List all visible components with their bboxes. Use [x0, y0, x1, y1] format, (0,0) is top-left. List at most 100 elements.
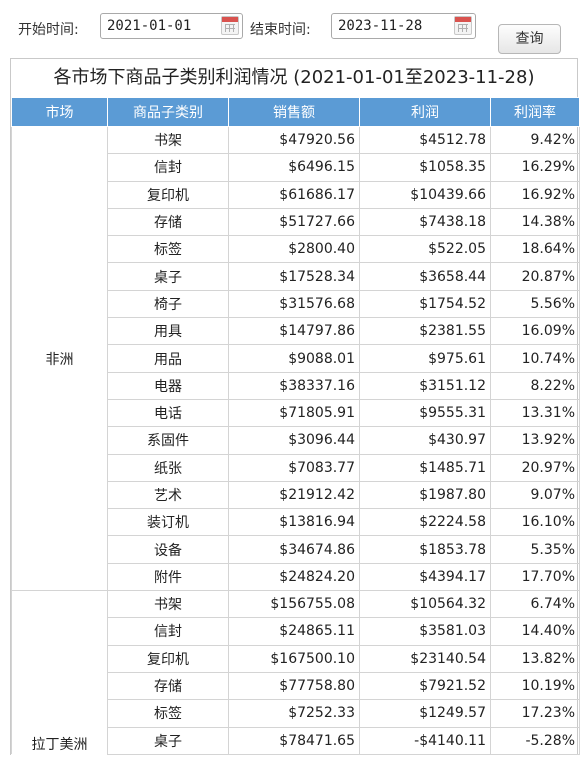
table-row: 信封 $6496.15 $1058.35 16.29% [12, 153, 580, 182]
profit-cell: $1754.52 [359, 289, 491, 319]
report-panel: 各市场下商品子类别利润情况 (2021-01-01至2023-11-28) 市场… [10, 58, 580, 755]
subcategory-cell: 复印机 [107, 644, 229, 673]
profit-cell: $430.97 [359, 426, 491, 455]
profit-table: 市场 商品子类别 销售额 利润 利润率 非洲 书架 $47920.56 $4512.7… [11, 97, 580, 755]
subcategory-cell: 椅子 [107, 289, 229, 319]
sales-cell: $77758.80 [228, 671, 360, 701]
profit-cell: $10564.32 [359, 590, 491, 619]
margin-cell: 10.74% [490, 344, 580, 373]
profit-cell: $3581.03 [359, 617, 491, 646]
header-subcategory[interactable]: 商品子类别 [107, 97, 229, 127]
header-profit[interactable]: 利润 [359, 97, 491, 127]
profit-cell: $1853.78 [359, 535, 491, 564]
table-row: 非洲 书架 $47920.56 $4512.78 9.42% [11, 125, 580, 591]
market-cell: 拉丁美洲 [11, 590, 108, 755]
subcategory-cell: 装订机 [107, 508, 229, 537]
table-header-row: 市场 商品子类别 销售额 利润 利润率 [11, 97, 580, 127]
margin-cell: 9.42% [490, 125, 580, 155]
subcategory-cell: 复印机 [107, 180, 229, 209]
calendar-icon[interactable] [221, 16, 239, 35]
subcategory-cell: 设备 [107, 535, 229, 564]
margin-cell: 13.31% [490, 398, 580, 428]
subcategory-cell: 纸张 [107, 453, 229, 482]
table-body: 非洲 书架 $47920.56 $4512.78 9.42% 信封 $6496.15 $105… [11, 125, 580, 755]
sales-cell: $6496.15 [228, 153, 360, 182]
subcategory-cell: 信封 [107, 153, 229, 182]
end-date-value: 2023-11-28 [338, 18, 423, 34]
table-row: 标签 $2800.40 $522.05 18.64% [12, 235, 580, 264]
subcategory-cell: 艺术 [107, 480, 229, 510]
table-row: 艺术 $21912.42 $1987.80 9.07% [12, 480, 580, 510]
table-row: 拉丁美洲 书架 $156755.08 $10564.32 6.74% [11, 590, 580, 755]
end-date-input[interactable]: 2023-11-28 [331, 13, 476, 39]
sales-cell: $31576.68 [228, 289, 360, 319]
sales-cell: $51727.66 [228, 207, 360, 237]
margin-cell: 16.09% [490, 317, 580, 346]
calendar-icon[interactable] [454, 16, 472, 35]
subcategory-cell: 桌子 [107, 726, 229, 755]
margin-cell: 16.92% [490, 180, 580, 209]
table-row: 标签 $7252.33 $1249.57 17.23% [12, 699, 580, 728]
margin-cell: 8.22% [490, 371, 580, 400]
header-sales[interactable]: 销售额 [228, 97, 360, 127]
sales-cell: $71805.91 [228, 398, 360, 428]
table-row: 复印机 $61686.17 $10439.66 16.92% [12, 180, 580, 209]
table-row: 存储 $77758.80 $7921.52 10.19% [12, 671, 580, 701]
profit-cell: $2381.55 [359, 317, 491, 346]
margin-cell: 14.38% [490, 207, 580, 237]
table-row: 桌子 $17528.34 $3658.44 20.87% [12, 262, 580, 291]
sales-cell: $7252.33 [228, 699, 360, 728]
profit-cell: $1058.35 [359, 153, 491, 182]
header-market[interactable]: 市场 [11, 97, 108, 127]
sales-cell: $17528.34 [228, 262, 360, 291]
table-row: 系固件 $3096.44 $430.97 13.92% [12, 426, 580, 455]
market-cell: 非洲 [11, 125, 108, 591]
profit-cell: $7438.18 [359, 207, 491, 237]
table-row: 用品 $9088.01 $975.61 10.74% [12, 344, 580, 373]
profit-cell: $3658.44 [359, 262, 491, 291]
subcategory-cell: 标签 [107, 235, 229, 264]
profit-cell: $2224.58 [359, 508, 491, 537]
profit-cell: -$4140.11 [359, 726, 491, 755]
table-row: 用具 $14797.86 $2381.55 16.09% [12, 317, 580, 346]
margin-cell: 18.64% [490, 235, 580, 264]
subcategory-cell: 系固件 [107, 426, 229, 455]
table-row: 电器 $38337.16 $3151.12 8.22% [12, 371, 580, 400]
sales-cell: $167500.10 [228, 644, 360, 673]
start-date-input[interactable]: 2021-01-01 [100, 13, 243, 39]
filter-toolbar: 开始时间: 2021-01-01 结束时间: 2023-11-28 查询 [0, 0, 583, 58]
sales-cell: $156755.08 [228, 590, 360, 619]
subcategory-cell: 书架 [107, 125, 229, 155]
margin-cell: -5.28% [490, 726, 580, 755]
margin-cell: 16.29% [490, 153, 580, 182]
profit-cell: $1249.57 [359, 699, 491, 728]
sales-cell: $47920.56 [228, 125, 360, 155]
table-row: 复印机 $167500.10 $23140.54 13.82% [12, 644, 580, 673]
margin-cell: 9.07% [490, 480, 580, 510]
subcategory-cell: 桌子 [107, 262, 229, 291]
table-row: 存储 $51727.66 $7438.18 14.38% [12, 207, 580, 237]
subcategory-cell: 电器 [107, 371, 229, 400]
profit-cell: $10439.66 [359, 180, 491, 209]
sales-cell: $21912.42 [228, 480, 360, 510]
subcategory-cell: 存储 [107, 671, 229, 701]
margin-cell: 14.40% [490, 617, 580, 646]
profit-cell: $975.61 [359, 344, 491, 373]
sales-cell: $14797.86 [228, 317, 360, 346]
sales-cell: $24865.11 [228, 617, 360, 646]
profit-cell: $1987.80 [359, 480, 491, 510]
subcategory-cell: 书架 [107, 590, 229, 619]
profit-cell: $4394.17 [359, 562, 491, 592]
sales-cell: $34674.86 [228, 535, 360, 564]
query-button[interactable]: 查询 [498, 24, 561, 54]
margin-cell: 5.35% [490, 535, 580, 564]
subcategory-cell: 用品 [107, 344, 229, 373]
subcategory-cell: 附件 [107, 562, 229, 592]
sales-cell: $3096.44 [228, 426, 360, 455]
margin-cell: 16.10% [490, 508, 580, 537]
sales-cell: $24824.20 [228, 562, 360, 592]
margin-cell: 10.19% [490, 671, 580, 701]
table-row: 桌子 $78471.65 -$4140.11 -5.28% [12, 726, 580, 755]
header-margin[interactable]: 利润率 [490, 97, 580, 127]
sales-cell: $9088.01 [228, 344, 360, 373]
